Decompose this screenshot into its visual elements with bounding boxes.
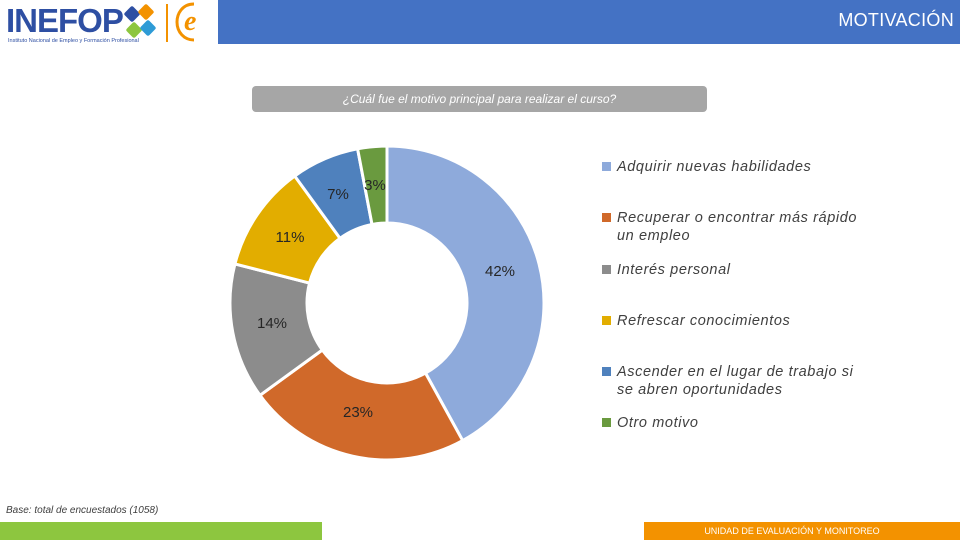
legend-swatch-6 [602,418,611,427]
data-label-2: 23% [343,404,373,421]
legend-label-2: Recuperar o encontrar más rápido un emple… [617,209,857,245]
header-bar: MOTIVACIÓN [218,0,960,44]
legend-swatch-4 [602,316,611,325]
logo-e-letter: e [184,6,196,37]
page-title: MOTIVACIÓN [838,10,954,30]
data-label-5: 7% [327,186,349,203]
question-banner: ¿Cuál fue el motivo principal para reali… [252,86,707,112]
legend-swatch-3 [602,265,611,274]
data-label-3: 14% [257,315,287,332]
donut-slice-2 [257,347,465,462]
inefop-mark-icon [124,4,156,38]
legend-label-line1: Recuperar o encontrar más rápido [617,210,858,226]
legend-label-line2: un empleo [617,228,691,244]
base-note: Base: total de encuestados (1058) [6,505,159,516]
legend-label-4: Refrescar conocimientos [617,312,790,330]
legend-label-line1: Refrescar conocimientos [617,313,791,329]
data-label-6: 3% [364,177,386,194]
logo-subtitle: Instituto Nacional de Empleo y Formación… [8,38,139,44]
legend-label-1: Adquirir nuevas habilidades [617,158,811,176]
legend-label-6: Otro motivo [617,414,699,432]
logo-separator [166,4,168,42]
legend-label-line2: se abren oportunidades [617,382,783,398]
data-label-1: 42% [485,263,515,280]
legend-label-line1: Otro motivo [617,415,699,431]
legend-label-line1: Adquirir nuevas habilidades [617,159,812,175]
footer-green-bar [0,522,322,540]
legend-swatch-2 [602,213,611,222]
logo-text: INEFOP [6,2,124,39]
question-text: ¿Cuál fue el motivo principal para reali… [342,92,617,106]
donut-slice-6 [355,144,389,227]
legend-label-line1: Ascender en el lugar de trabajo si [617,364,854,380]
legend-label-3: Interés personal [617,261,731,279]
data-label-4: 11% [276,229,305,246]
legend-swatch-5 [602,367,611,376]
legend-swatch-1 [602,162,611,171]
footer-text: UNIDAD DE EVALUACIÓN Y MONITOREO [704,526,880,536]
legend-label-5: Ascender en el lugar de trabajo si se abr… [617,363,853,399]
e-logo: e [175,2,196,42]
footer-orange-bar: UNIDAD DE EVALUACIÓN Y MONITOREO [644,522,960,540]
logo-area: INEFOP Instituto Nacional de Empleo y Fo… [0,0,218,48]
legend-label-line1: Interés personal [617,262,731,278]
donut-slice-1 [385,144,546,443]
